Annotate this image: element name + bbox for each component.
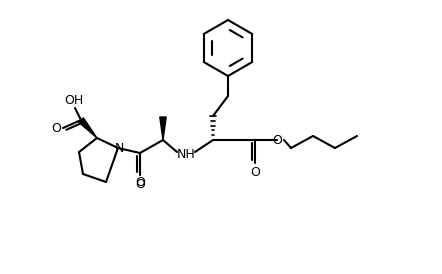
- Text: O: O: [272, 133, 282, 147]
- Text: OH: OH: [65, 93, 84, 107]
- Text: N: N: [114, 141, 124, 155]
- Text: O: O: [135, 178, 145, 190]
- Polygon shape: [160, 117, 166, 140]
- Polygon shape: [79, 118, 97, 138]
- Text: O: O: [135, 176, 145, 190]
- Text: NH: NH: [177, 149, 195, 161]
- Text: O: O: [250, 165, 260, 178]
- Text: O: O: [51, 122, 61, 136]
